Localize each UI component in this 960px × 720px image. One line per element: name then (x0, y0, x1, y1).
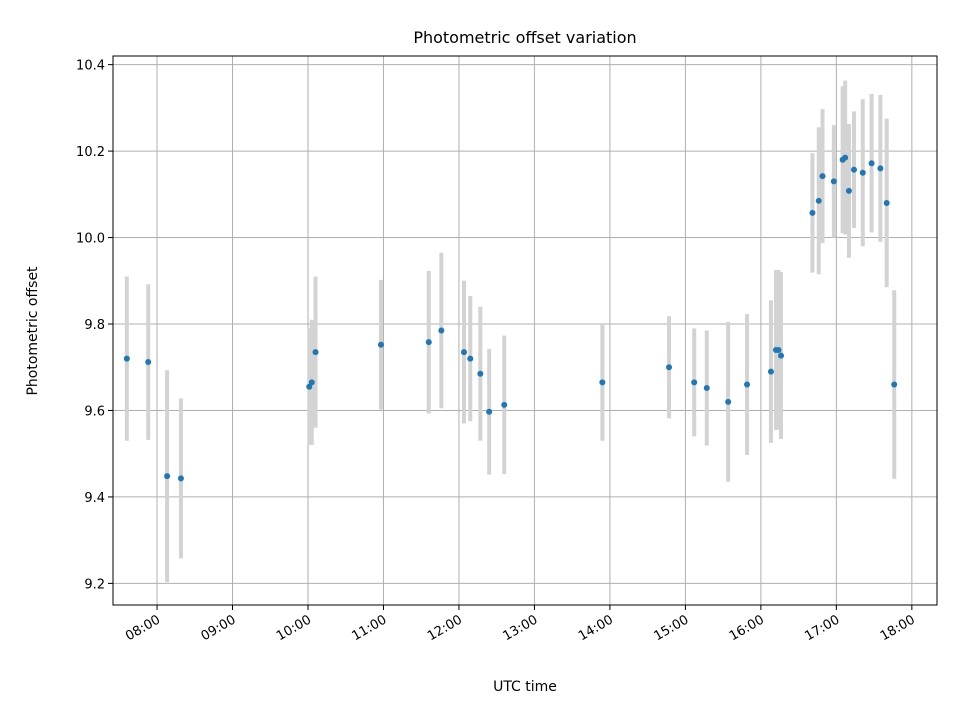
plot-frame (112, 55, 938, 606)
y-axis-ticks: 9.2 9.4 9.6 9.8 10.0 10.2 10.4 (76, 59, 113, 592)
data-point (775, 346, 782, 353)
data-point (868, 160, 875, 167)
data-point (691, 379, 698, 386)
data-point (819, 173, 826, 180)
data-point (725, 398, 732, 405)
data-point (850, 166, 857, 173)
data-point (145, 359, 152, 366)
x-tick-label: 16:00 (727, 612, 767, 644)
data-point (703, 384, 710, 391)
y-tick-label: 9.6 (84, 404, 105, 419)
data-point (467, 355, 474, 362)
data-point (809, 209, 816, 216)
data-points (123, 154, 898, 482)
data-point (164, 473, 171, 480)
x-axis-ticks: 08:00 09:00 10:00 11:00 12:00 13:00 14:00 15:00… (123, 605, 918, 644)
data-point (859, 169, 866, 176)
data-point (778, 352, 785, 359)
y-tick-label: 10.0 (76, 232, 105, 247)
data-point (883, 199, 890, 206)
x-tick-label: 14:00 (576, 612, 616, 644)
grid (113, 56, 937, 605)
chart-title: Photometric offset variation (413, 28, 636, 47)
x-tick-label: 11:00 (350, 612, 390, 644)
data-point (123, 355, 130, 362)
y-tick-label: 9.2 (84, 577, 105, 592)
data-point (599, 379, 606, 386)
x-tick-label: 18:00 (878, 612, 918, 644)
y-axis-label: Photometric offset (25, 266, 41, 396)
x-tick-label: 15:00 (651, 612, 691, 644)
data-point (425, 339, 432, 346)
data-point (438, 327, 445, 334)
data-point (486, 408, 493, 415)
data-point (460, 349, 467, 356)
data-point (312, 349, 319, 356)
data-point (891, 381, 898, 388)
x-tick-label: 13:00 (500, 612, 540, 644)
data-point (308, 379, 315, 386)
x-tick-label: 09:00 (199, 612, 239, 644)
y-tick-label: 10.4 (76, 59, 105, 74)
data-point (666, 364, 673, 371)
data-point (830, 178, 837, 185)
error-bars (124, 80, 897, 583)
x-tick-label: 08:00 (123, 612, 163, 644)
x-tick-label: 17:00 (802, 612, 842, 644)
x-tick-label: 10:00 (274, 612, 314, 644)
data-point (767, 368, 774, 375)
data-point (477, 370, 484, 377)
x-tick-label: 12:00 (425, 612, 465, 644)
data-point (877, 165, 884, 172)
data-point (842, 154, 849, 161)
data-point (845, 187, 852, 194)
y-tick-label: 10.2 (76, 145, 105, 160)
y-tick-label: 9.8 (84, 318, 105, 333)
y-tick-label: 9.4 (84, 491, 105, 506)
x-axis-label: UTC time (493, 679, 557, 695)
data-point (306, 383, 313, 390)
data-point (501, 401, 508, 408)
data-point (377, 341, 384, 348)
data-point (744, 381, 751, 388)
data-point (177, 475, 184, 482)
data-point (815, 197, 822, 204)
